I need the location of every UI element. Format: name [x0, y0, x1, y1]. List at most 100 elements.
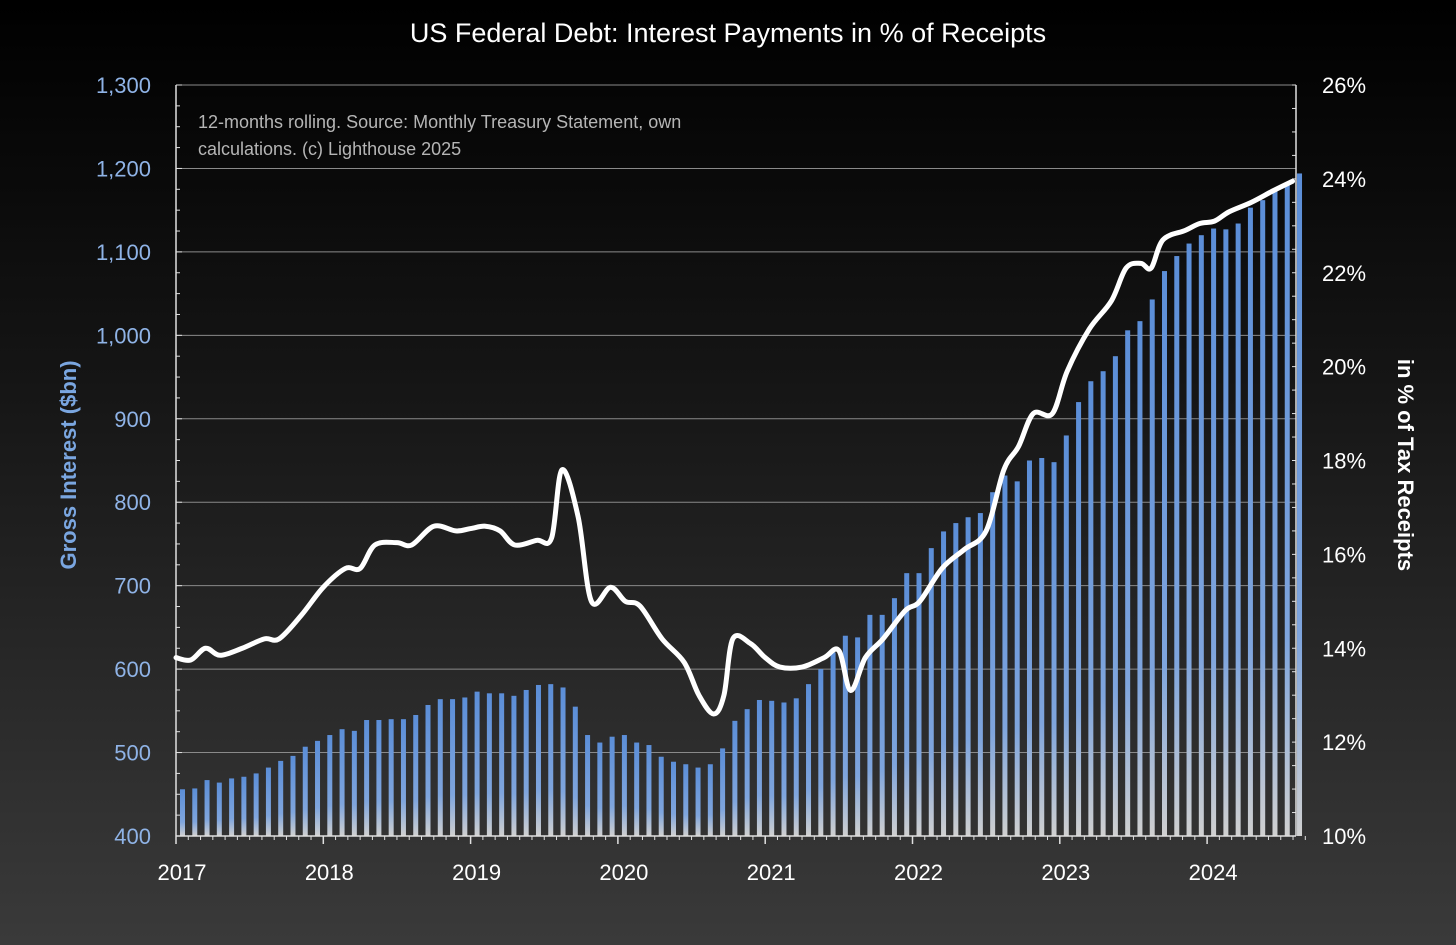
interest-bar	[1174, 256, 1180, 836]
y-left-tick-label: 700	[114, 574, 151, 599]
interest-bar	[425, 704, 431, 836]
interest-bar	[891, 598, 897, 836]
grid	[176, 84, 1296, 754]
interest-bar	[658, 756, 664, 836]
interest-bar	[1297, 173, 1303, 836]
y-right-tick-label: 18%	[1322, 449, 1366, 474]
interest-bar	[609, 736, 615, 836]
interest-bar	[1260, 200, 1266, 837]
chart-title: US Federal Debt: Interest Payments in % …	[410, 18, 1046, 48]
interest-bar	[965, 517, 971, 836]
y-left-tick-label: 1,100	[96, 240, 151, 265]
y-left-tick-label: 1,200	[96, 156, 151, 181]
interest-bar	[400, 719, 406, 836]
interest-bar	[1112, 356, 1118, 836]
interest-bar	[941, 531, 947, 836]
interest-bar	[879, 614, 885, 836]
y-left-tick-label: 500	[114, 741, 151, 766]
interest-bar	[560, 687, 566, 836]
interest-bar	[364, 720, 370, 836]
axes	[175, 84, 1306, 844]
interest-bar	[339, 729, 345, 836]
interest-bar	[695, 767, 701, 836]
interest-bar	[1125, 330, 1131, 836]
interest-bar	[1039, 457, 1045, 836]
interest-bar	[732, 720, 738, 836]
interest-bar	[867, 614, 873, 836]
y-left-tick-label: 800	[114, 490, 151, 515]
interest-bar	[315, 740, 321, 836]
interest-bar	[634, 742, 640, 836]
interest-bar	[1149, 299, 1155, 836]
y-left-tick-label: 1,000	[96, 323, 151, 348]
interest-bar	[781, 702, 787, 836]
interest-bar	[1014, 481, 1020, 836]
interest-bar	[572, 706, 578, 836]
y-right-tick-label: 24%	[1322, 167, 1366, 192]
x-tick-label: 2023	[1041, 860, 1090, 885]
interest-bar	[437, 699, 443, 836]
interest-bar	[806, 684, 812, 836]
interest-bar	[1284, 185, 1290, 837]
interest-bar	[1100, 371, 1106, 836]
x-tick-label: 2019	[452, 860, 501, 885]
interest-bar	[621, 735, 627, 836]
interest-bar	[1002, 475, 1008, 836]
x-tick-label: 2021	[747, 860, 796, 885]
interest-bar	[977, 513, 983, 836]
interest-bar	[1051, 462, 1057, 836]
interest-bar	[253, 773, 259, 836]
interest-bar	[535, 684, 541, 836]
y-right-tick-label: 22%	[1322, 261, 1366, 286]
interest-bar	[511, 695, 517, 836]
x-tick-label: 2020	[599, 860, 648, 885]
interest-bar	[1076, 402, 1082, 836]
interest-bar	[1223, 229, 1229, 836]
y-right-tick-label: 12%	[1322, 730, 1366, 755]
note-line-1: 12-months rolling. Source: Monthly Treas…	[198, 112, 681, 132]
interest-bar	[486, 693, 492, 836]
interest-bar	[928, 548, 934, 836]
interest-bar	[818, 669, 824, 836]
interest-bar	[376, 720, 382, 836]
interest-bar	[523, 689, 529, 836]
interest-bar	[671, 761, 676, 836]
y-right-tick-label: 26%	[1322, 73, 1366, 98]
interest-bar	[327, 735, 333, 836]
ratio-line	[173, 178, 1296, 717]
interest-bar	[548, 684, 554, 836]
y-right-tick-label: 20%	[1322, 355, 1366, 380]
interest-bar	[744, 709, 750, 836]
interest-bar	[707, 764, 713, 836]
interest-bar	[683, 764, 689, 836]
x-tick-label: 2018	[305, 860, 354, 885]
interest-bar	[1211, 228, 1217, 837]
interest-bar	[462, 697, 468, 836]
interest-bar	[769, 700, 775, 836]
interest-bar	[180, 789, 185, 836]
y-right-tick-label: 10%	[1322, 824, 1366, 849]
interest-bar	[1272, 190, 1278, 837]
interest-bar	[413, 715, 419, 836]
interest-bar	[793, 698, 799, 836]
bar-series	[180, 173, 1303, 837]
y-left-tick-label: 900	[114, 407, 151, 432]
interest-bar	[756, 699, 762, 836]
interest-bar	[290, 755, 296, 836]
x-tick-label: 2022	[894, 860, 943, 885]
interest-bar	[450, 699, 456, 836]
interest-bar	[597, 742, 603, 836]
interest-bar	[855, 637, 861, 836]
y-left-tick-label: 1,300	[96, 73, 151, 98]
interest-bar	[1186, 243, 1192, 837]
interest-bar	[916, 573, 922, 836]
interest-bar	[1026, 460, 1032, 836]
interest-bar	[1162, 271, 1167, 836]
interest-bar	[953, 523, 959, 836]
interest-bar	[1088, 381, 1094, 836]
interest-bar	[216, 782, 222, 836]
x-tick-label: 2024	[1189, 860, 1238, 885]
interest-bar	[302, 746, 308, 836]
interest-bar	[192, 788, 198, 836]
